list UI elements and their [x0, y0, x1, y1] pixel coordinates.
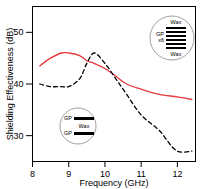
svg-text:Shielding Effectiveness (dB): Shielding Effectiveness (dB)	[5, 28, 15, 140]
svg-text:x6: x6	[158, 37, 164, 43]
svg-text:12: 12	[172, 169, 182, 179]
svg-text:Wax: Wax	[79, 123, 90, 129]
svg-text:Wax: Wax	[171, 19, 182, 25]
svg-text:50: 50	[13, 27, 23, 37]
svg-text:Frequency (GHz): Frequency (GHz)	[79, 178, 148, 188]
svg-text:40: 40	[13, 79, 23, 89]
svg-text:GP: GP	[64, 115, 72, 121]
svg-text:GP: GP	[156, 31, 164, 37]
svg-text:GP: GP	[64, 130, 72, 136]
svg-text:10: 10	[99, 168, 110, 179]
svg-text:30: 30	[13, 131, 23, 141]
svg-text:9: 9	[66, 169, 71, 179]
svg-text:Wax: Wax	[171, 51, 182, 57]
svg-text:11: 11	[136, 168, 146, 179]
svg-text:8: 8	[30, 169, 35, 179]
